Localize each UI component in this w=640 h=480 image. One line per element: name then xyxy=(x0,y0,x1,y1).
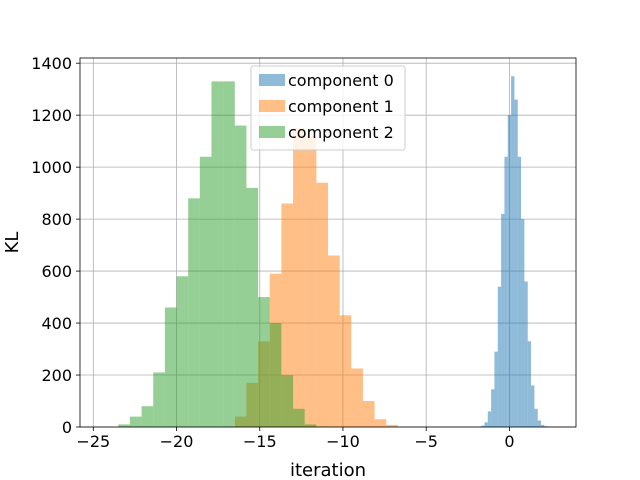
histogram-bar xyxy=(234,125,247,427)
histogram-bar xyxy=(281,375,294,427)
histogram-bar xyxy=(153,372,165,427)
legend-box xyxy=(250,65,406,151)
x-tick-label: 0 xyxy=(504,432,514,451)
histogram-bar xyxy=(521,219,525,427)
histogram-bar xyxy=(118,424,130,427)
histogram-bar xyxy=(199,156,212,428)
histogram-bar xyxy=(293,128,305,427)
histogram-bar xyxy=(293,408,305,427)
histogram-bar xyxy=(511,76,515,428)
legend-label: component 2 xyxy=(288,123,394,142)
histogram-bar xyxy=(537,420,542,427)
histogram-bar xyxy=(517,156,522,428)
series-0-bars xyxy=(477,76,552,428)
y-tick-label: 400 xyxy=(41,314,72,333)
legend-swatch xyxy=(259,126,285,138)
y-tick-label: 1000 xyxy=(31,158,72,177)
x-tick-label: −25 xyxy=(76,432,110,451)
y-tick-label: 0 xyxy=(62,418,72,437)
histogram-bar xyxy=(527,341,532,427)
histogram-bar xyxy=(484,422,488,427)
y-tick-label: 800 xyxy=(41,210,72,229)
histogram-bar xyxy=(524,281,528,427)
histogram-bar xyxy=(497,286,502,427)
histogram-bar xyxy=(374,419,387,427)
y-tick-label: 600 xyxy=(41,262,72,281)
axes: −25 −20 −15 −10 −5 0 0 200 400 600 800 1000 1200 1400 xyxy=(31,54,577,451)
y-tick-label: 1400 xyxy=(31,54,72,73)
histogram-bar xyxy=(351,368,363,427)
legend: component 0 component 1 component 2 xyxy=(250,65,406,151)
histogram-bar xyxy=(304,135,317,427)
histogram-bar xyxy=(339,315,352,427)
x-tick-label: −10 xyxy=(326,432,360,451)
y-tick-label: 1200 xyxy=(31,106,72,125)
histogram-bar xyxy=(328,255,340,427)
histogram-bar xyxy=(481,425,485,427)
histogram-bar xyxy=(541,424,545,427)
plot-frame xyxy=(79,57,577,428)
histogram-bar xyxy=(211,81,224,427)
histogram-bar xyxy=(491,389,495,427)
histogram-bar xyxy=(514,99,518,428)
legend-swatch xyxy=(259,100,285,112)
y-tick-label: 200 xyxy=(41,366,72,385)
histogram-bar xyxy=(316,182,328,427)
histogram-bar xyxy=(534,408,538,427)
histogram-bar xyxy=(141,406,154,427)
histogram-bar xyxy=(362,401,375,427)
histogram-bar xyxy=(281,203,294,427)
legend-label: component 1 xyxy=(288,97,394,116)
histogram-bar xyxy=(129,416,142,427)
histogram-bar xyxy=(494,351,498,427)
histogram-bar xyxy=(531,385,535,427)
x-tick-label: −20 xyxy=(160,432,194,451)
x-tick-label: −15 xyxy=(243,432,277,451)
histogram-bar xyxy=(386,424,398,427)
x-axis-label: iteration xyxy=(290,460,366,480)
legend-label: component 0 xyxy=(288,71,394,90)
histogram-bar xyxy=(304,424,317,427)
histogram-bar xyxy=(246,187,259,427)
histogram-bar xyxy=(164,307,177,427)
legend-swatch xyxy=(259,74,285,86)
histogram-bar xyxy=(188,198,200,427)
histogram-bars xyxy=(118,76,552,428)
x-tick-label: −5 xyxy=(414,432,438,451)
histogram-bar xyxy=(507,115,512,428)
histogram-bar xyxy=(504,156,508,428)
histogram-bar xyxy=(501,213,505,427)
y-axis-label: KL xyxy=(2,232,23,254)
series-2-bars xyxy=(118,81,328,428)
histogram-bar xyxy=(223,81,235,427)
histogram-bar xyxy=(176,276,189,427)
histogram-bar xyxy=(269,323,282,427)
histogram-bar xyxy=(487,411,492,427)
histogram-bar xyxy=(258,297,270,427)
